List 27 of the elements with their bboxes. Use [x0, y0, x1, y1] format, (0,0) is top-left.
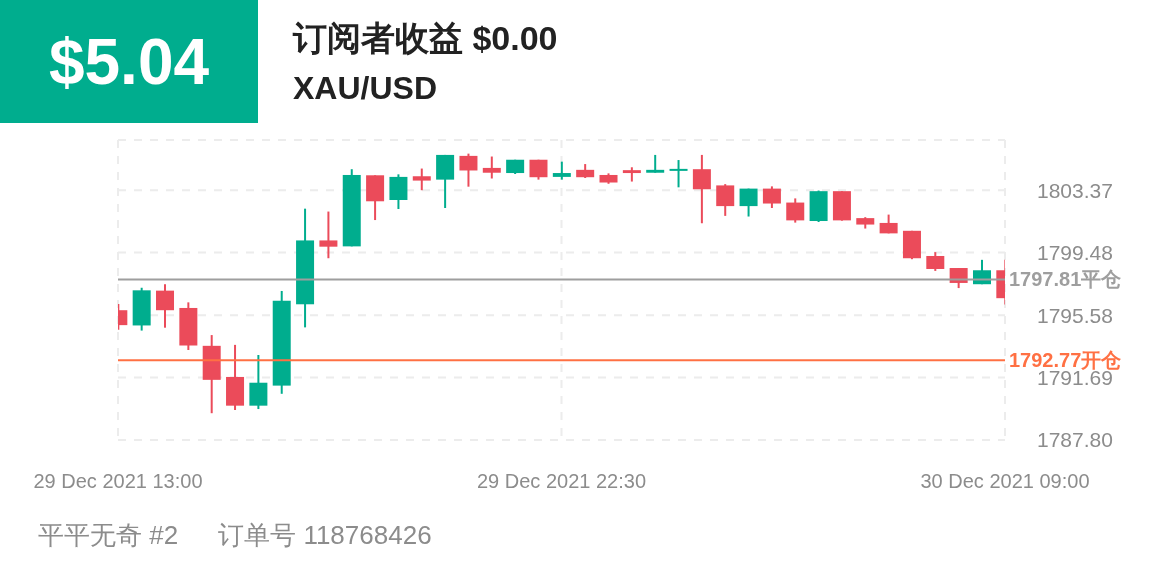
candlestick [739, 187, 758, 218]
candlestick [669, 159, 688, 189]
candlestick [319, 210, 338, 260]
candlestick [786, 197, 805, 224]
chart-subtitle: XAU/USD [293, 70, 438, 107]
chart-title: 订阅者收益 $0.00 [293, 18, 558, 59]
y-tick-label: 1799.48 [1037, 241, 1113, 265]
candlestick [412, 167, 431, 192]
candlestick [716, 183, 735, 217]
candlestick [389, 173, 408, 210]
x-tick-label: 30 Dec 2021 09:00 [920, 470, 1090, 493]
text: 平平无奇 #2 [38, 520, 179, 550]
x-tick-label: 29 Dec 2021 13:00 [33, 470, 203, 493]
candlestick [482, 155, 501, 180]
x-tick-label: 29 Dec 2021 22:30 [476, 470, 647, 493]
candlestick [692, 153, 711, 225]
ref-line-label: 1797.81平仓 [1009, 268, 1123, 291]
candlestick [926, 251, 945, 272]
candlestick [459, 152, 478, 188]
candlestick [249, 353, 268, 411]
y-tick-label: 1803.37 [1037, 178, 1113, 202]
y-tick-label: 1795.58 [1037, 303, 1113, 327]
candlestick [156, 283, 175, 329]
text: $5.04 [48, 24, 210, 99]
candlestick [762, 185, 781, 210]
text: 订单号 118768426 [218, 520, 432, 550]
y-tick-label: 1787.80 [1037, 428, 1113, 452]
